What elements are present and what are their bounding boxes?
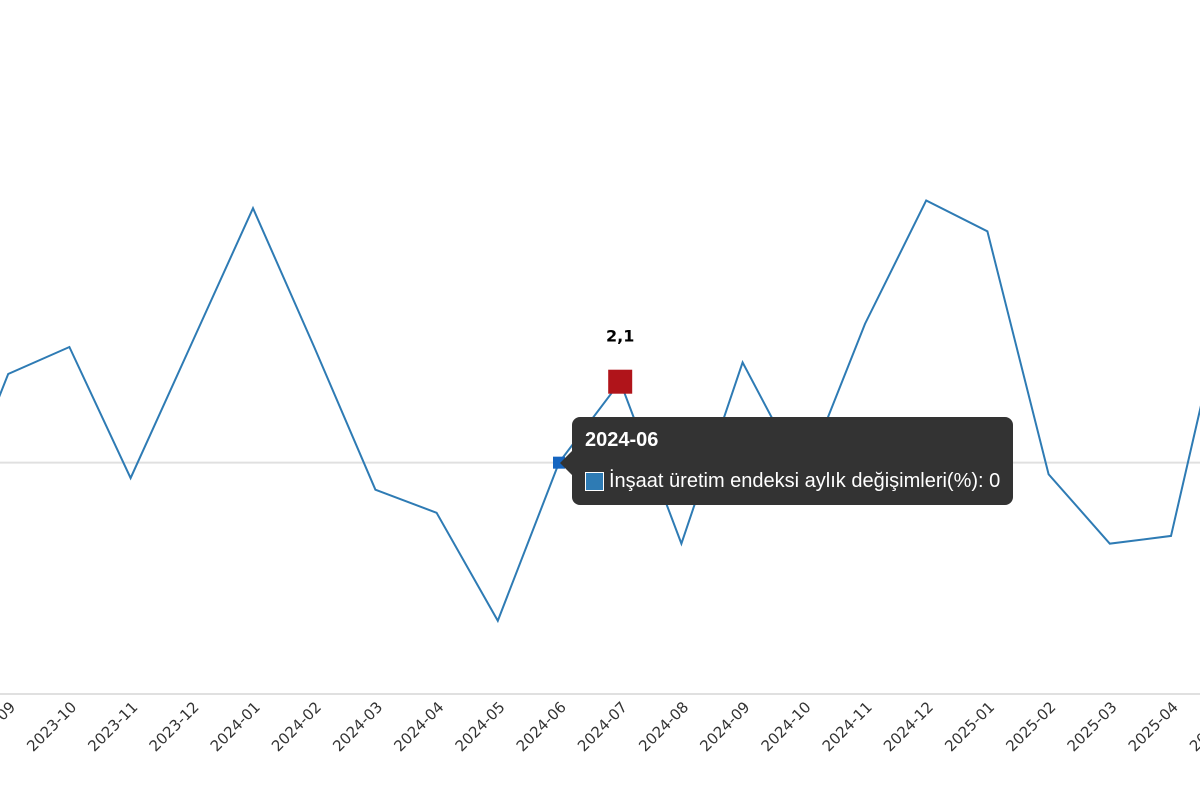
- highlight-marker: [608, 369, 633, 394]
- x-tick-label: 2024-10: [758, 698, 815, 755]
- x-tick-label: 2024-01: [207, 698, 264, 755]
- x-tick-label: 2025-02: [1002, 698, 1059, 755]
- x-tick-label: 2023-12: [146, 698, 203, 755]
- x-tick-label: 2024-09: [696, 698, 753, 755]
- x-tick-label: 2024-08: [635, 698, 692, 755]
- x-tick-label: 2024-07: [574, 698, 631, 755]
- x-tick-label: 2025-04: [1125, 698, 1182, 755]
- x-tick-label: 2024-12: [880, 698, 937, 755]
- x-tick-label: 2025-03: [1064, 698, 1121, 755]
- x-tick-label: 2025-01: [941, 698, 998, 755]
- tooltip-text: İnşaat üretim endeksi aylık değişimleri(…: [609, 470, 1001, 492]
- x-tick-label: 2024-04: [390, 698, 447, 755]
- x-tick-label: 2024-03: [329, 698, 386, 755]
- x-tick-label: 2024-11: [819, 698, 876, 755]
- data-label: 2,1: [606, 327, 634, 346]
- x-tick-label: 2025-05: [1186, 698, 1200, 755]
- x-tick-label: 2024-02: [268, 698, 325, 755]
- series-line: [0, 199, 1200, 624]
- x-tick-label: 2023-09: [0, 698, 19, 755]
- x-tick-label: 2023-11: [84, 698, 141, 755]
- tooltip-row: İnşaat üretim endeksi aylık değişimleri(…: [585, 470, 1000, 493]
- x-tick-label: 2023-10: [23, 698, 80, 755]
- x-tick-label: 2024-06: [513, 698, 570, 755]
- tooltip: 2024-06 İnşaat üretim endeksi aylık deği…: [559, 417, 1014, 505]
- tooltip-title: 2024-06: [585, 429, 659, 451]
- tooltip-swatch: [585, 472, 604, 491]
- x-tick-label: 2024-05: [452, 698, 509, 755]
